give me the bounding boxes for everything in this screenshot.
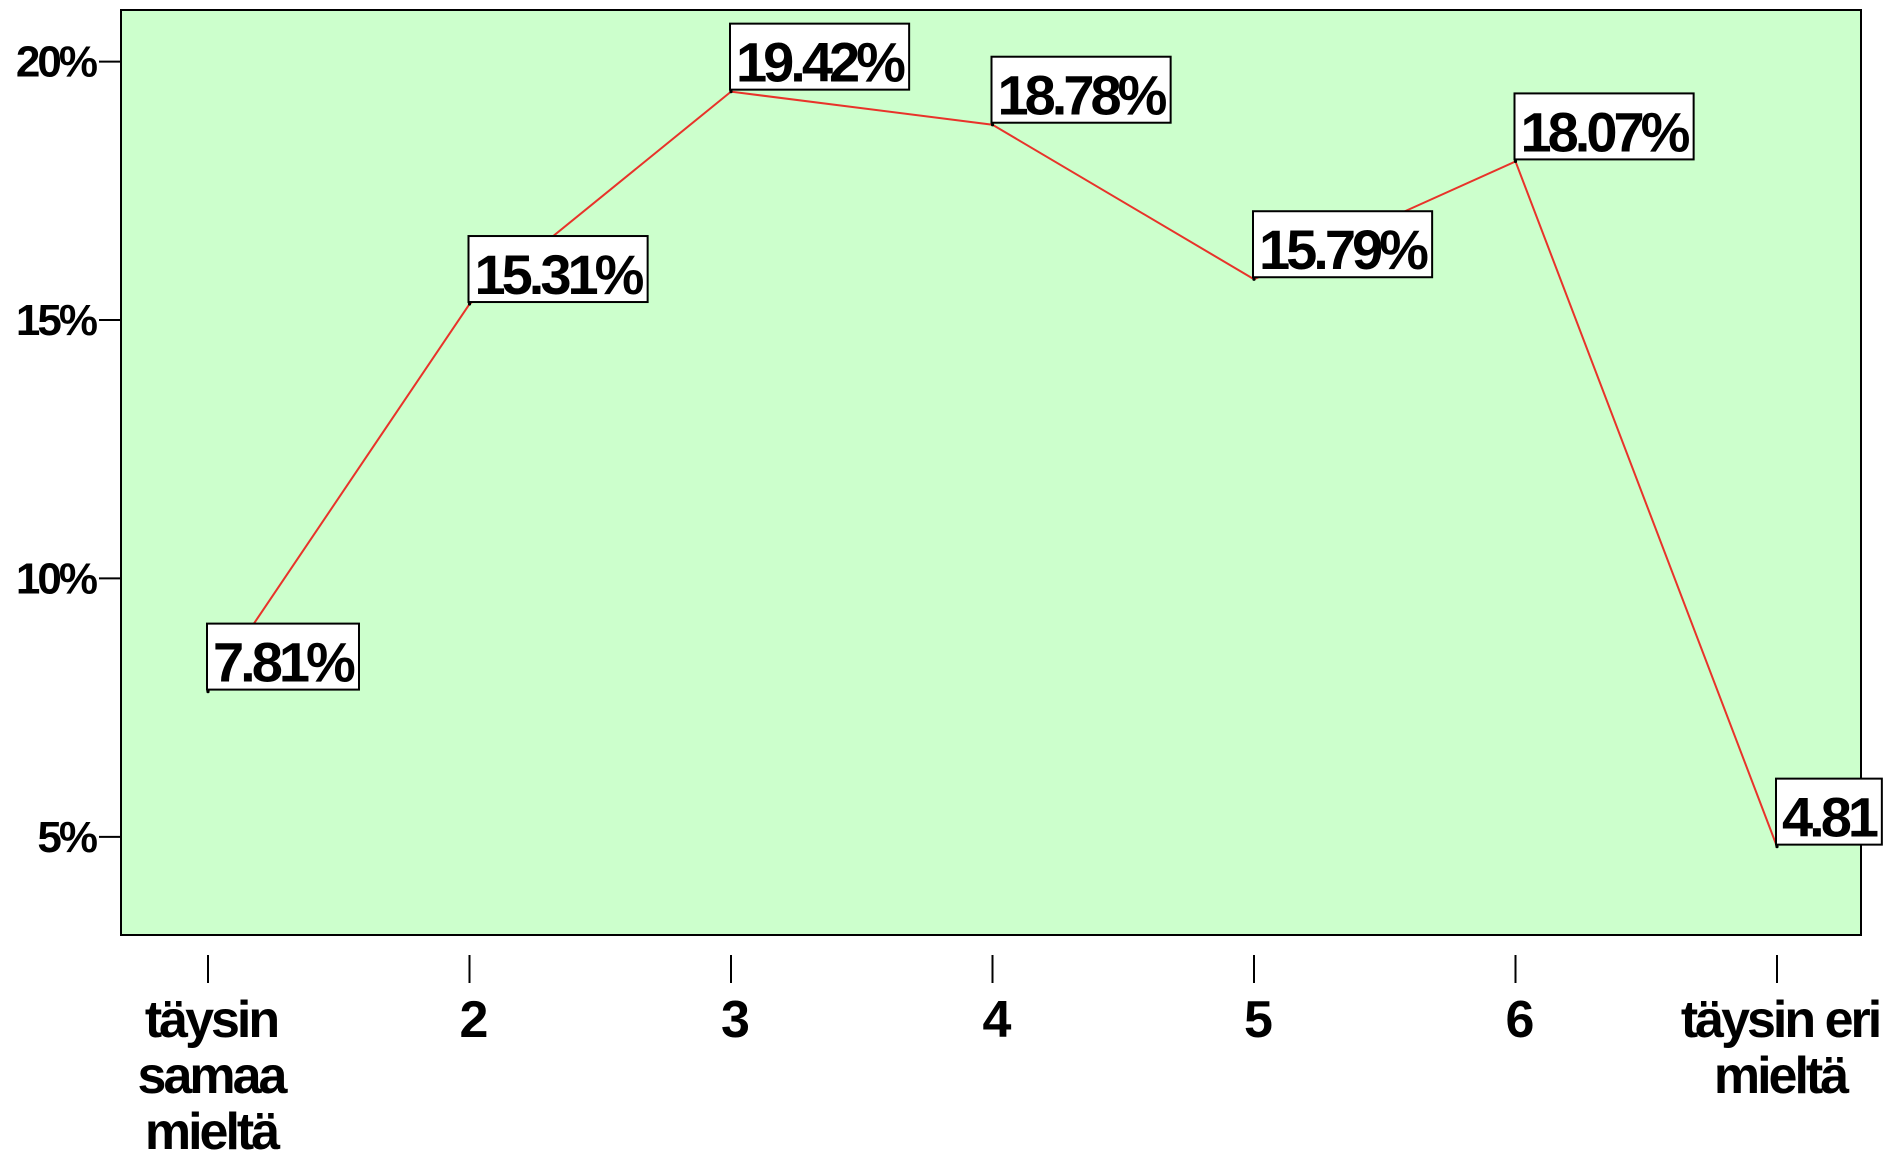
x-tick-label: täysin samaa mieltä (138, 991, 289, 1161)
data-label-box (729, 22, 911, 91)
x-tick-label-line: mieltä (145, 1103, 281, 1161)
data-label-box (1252, 210, 1434, 279)
data-label-box (206, 622, 360, 691)
data-label-box (1513, 92, 1695, 161)
data-label: 4.81 (1775, 777, 1883, 849)
data-label-box (990, 55, 1172, 124)
y-tick-label: 20% (16, 38, 97, 87)
x-tick-label-line: täysin eri (1681, 991, 1879, 1049)
data-label-text: 15.31% (475, 243, 644, 306)
x-tick-label: 3 (721, 991, 749, 1049)
data-label: 19.42% (729, 22, 911, 94)
data-labels: 7.81% 15.31% 19.42% 18.78% 15.79% 18.07% 4.81 (206, 22, 1883, 849)
y-tick-label: 5% (37, 813, 96, 862)
data-point (729, 90, 733, 94)
data-label-text: 15.79% (1259, 218, 1428, 281)
data-point (206, 690, 210, 694)
data-point (1513, 159, 1518, 164)
x-tick-label: 4 (983, 991, 1012, 1049)
data-label: 18.78% (990, 55, 1172, 127)
data-point (990, 123, 995, 127)
y-tick-label: 15% (16, 296, 97, 345)
x-tick-label-line: 6 (1506, 991, 1534, 1049)
data-label: 18.07% (1513, 92, 1695, 163)
y-axis: 5% 10% 15% 20% (16, 38, 121, 862)
data-point (1252, 277, 1256, 281)
data-label-text: 4.81 (1782, 786, 1878, 849)
data-label: 15.31% (467, 235, 649, 306)
x-tick-label: 2 (460, 991, 487, 1049)
plot-area (120, 9, 1862, 936)
x-tick-label-line: 3 (721, 991, 749, 1049)
x-tick-label: 5 (1244, 991, 1272, 1049)
y-tick-label: 10% (16, 554, 97, 603)
data-label-text: 18.07% (1521, 100, 1690, 163)
x-tick-label-line: 2 (460, 991, 487, 1049)
data-point (467, 302, 472, 306)
data-point (1775, 845, 1779, 849)
x-tick-label-line: 5 (1244, 991, 1272, 1049)
data-label-box (1775, 777, 1883, 846)
data-label: 7.81% (206, 622, 360, 694)
x-tick-label: täysin eri mieltä (1681, 991, 1879, 1105)
data-label-text: 18.78% (998, 64, 1167, 127)
x-tick-label-line: täysin (145, 991, 278, 1049)
x-tick-label: 6 (1506, 991, 1534, 1049)
x-tick-label-line: samaa (138, 1047, 289, 1105)
data-label-text: 19.42% (736, 31, 905, 94)
data-label-box (467, 235, 649, 304)
data-label: 15.79% (1252, 210, 1434, 281)
x-tick-label-line: 4 (983, 991, 1012, 1049)
data-points (206, 90, 1779, 849)
x-tick-label-line: mieltä (1714, 1047, 1850, 1105)
data-label-text: 7.81% (213, 631, 355, 694)
